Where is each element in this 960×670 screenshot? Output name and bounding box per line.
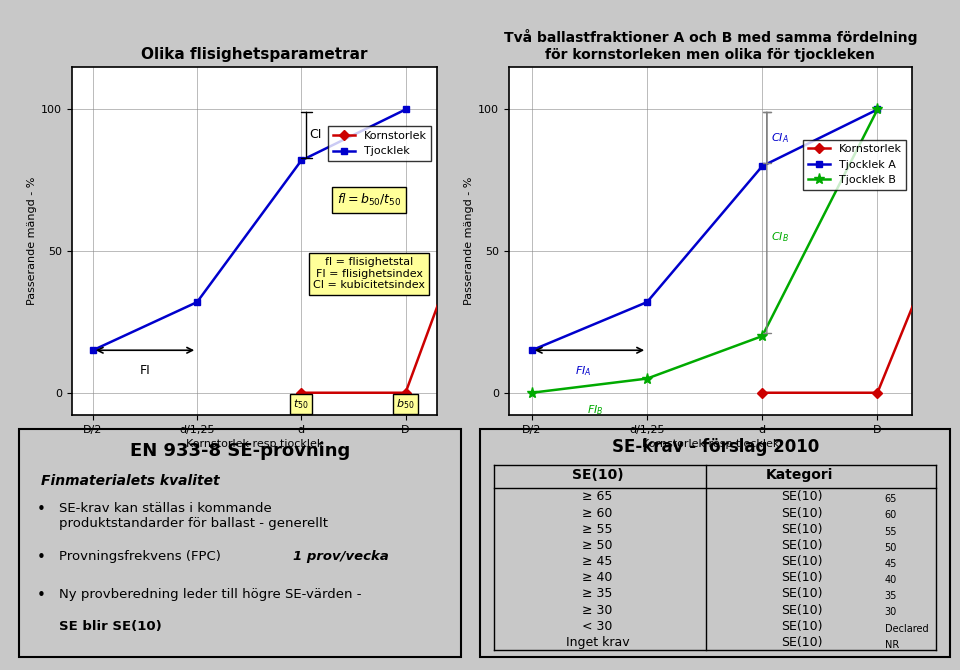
Text: 40: 40	[884, 575, 897, 585]
Text: Provningsfrekvens (FPC): Provningsfrekvens (FPC)	[59, 549, 221, 563]
Text: 1 prov/vecka: 1 prov/vecka	[293, 549, 389, 563]
Text: SE(10): SE(10)	[781, 539, 823, 552]
Text: SE(10): SE(10)	[781, 588, 823, 600]
Text: ≥ 55: ≥ 55	[583, 523, 612, 536]
Text: 55: 55	[884, 527, 897, 537]
Title: Två ballastfraktioner A och B med samma fördelning
för kornstorleken men olika f: Två ballastfraktioner A och B med samma …	[504, 29, 917, 62]
Text: $FI_B$: $FI_B$	[587, 403, 604, 417]
Text: FI: FI	[139, 364, 151, 377]
Text: ≥ 50: ≥ 50	[583, 539, 612, 552]
Title: Olika flisighetsparametrar: Olika flisighetsparametrar	[141, 47, 368, 62]
Text: ≥ 35: ≥ 35	[583, 588, 612, 600]
Text: ≥ 40: ≥ 40	[583, 572, 612, 584]
Text: SE-krav - förslag 2010: SE-krav - förslag 2010	[612, 438, 819, 456]
Legend: Kornstorlek, Tjocklek A, Tjocklek B: Kornstorlek, Tjocklek A, Tjocklek B	[804, 139, 906, 190]
Y-axis label: Passerande mängd - %: Passerande mängd - %	[464, 177, 474, 306]
Text: $t_{50}$: $t_{50}$	[294, 397, 309, 411]
Text: 65: 65	[884, 494, 897, 505]
Text: SE(10): SE(10)	[781, 490, 823, 503]
Text: SE(10): SE(10)	[781, 636, 823, 649]
X-axis label: Kornstorlek resp tjocklek: Kornstorlek resp tjocklek	[641, 440, 780, 450]
Text: SE(10): SE(10)	[781, 555, 823, 568]
Text: SE(10): SE(10)	[781, 523, 823, 536]
Text: •: •	[36, 549, 46, 565]
Text: < 30: < 30	[583, 620, 612, 632]
Text: $fl =b_{50}/t_{50}$: $fl =b_{50}/t_{50}$	[337, 192, 401, 208]
X-axis label: Kornstorlek resp tjocklek: Kornstorlek resp tjocklek	[185, 440, 324, 450]
Text: SE blir SE(10): SE blir SE(10)	[59, 620, 161, 633]
Text: fl = flisighetstal
FI = flisighetsindex
CI = kubicitetsindex: fl = flisighetstal FI = flisighetsindex …	[313, 257, 425, 290]
Text: Kategori: Kategori	[766, 468, 833, 482]
Text: ≥ 65: ≥ 65	[583, 490, 612, 503]
Text: 50: 50	[884, 543, 897, 553]
Text: CI: CI	[310, 129, 322, 141]
Text: ≥ 30: ≥ 30	[583, 604, 612, 616]
Text: 35: 35	[884, 591, 897, 601]
Text: 45: 45	[884, 559, 897, 569]
Y-axis label: Passerande mängd - %: Passerande mängd - %	[27, 177, 37, 306]
Text: Ny provberedning leder till högre SE-värden -: Ny provberedning leder till högre SE-vär…	[59, 588, 362, 601]
Text: Finmaterialets kvalitet: Finmaterialets kvalitet	[41, 474, 220, 488]
Text: $FI_A$: $FI_A$	[575, 364, 592, 378]
Text: SE(10): SE(10)	[781, 572, 823, 584]
Text: SE(10): SE(10)	[572, 468, 623, 482]
Text: $CI_A$: $CI_A$	[772, 131, 789, 145]
Text: •: •	[36, 502, 46, 517]
Text: •: •	[36, 588, 46, 603]
Text: 60: 60	[884, 511, 897, 521]
Text: NR: NR	[884, 640, 899, 650]
Text: Declared: Declared	[884, 624, 928, 634]
Text: SE(10): SE(10)	[781, 620, 823, 632]
Text: $b_{50}$: $b_{50}$	[396, 397, 415, 411]
Text: $CI_B$: $CI_B$	[772, 230, 789, 244]
Text: SE(10): SE(10)	[781, 507, 823, 520]
Text: ≥ 60: ≥ 60	[583, 507, 612, 520]
Text: EN 933-8 SE-provning: EN 933-8 SE-provning	[130, 442, 350, 460]
Text: ≥ 45: ≥ 45	[583, 555, 612, 568]
Text: SE-krav kan ställas i kommande
produktstandarder för ballast - generellt: SE-krav kan ställas i kommande produktst…	[59, 502, 328, 530]
Text: Inget krav: Inget krav	[565, 636, 630, 649]
Text: SE(10): SE(10)	[781, 604, 823, 616]
Legend: Kornstorlek, Tjocklek: Kornstorlek, Tjocklek	[328, 127, 431, 161]
Text: 30: 30	[884, 608, 897, 618]
